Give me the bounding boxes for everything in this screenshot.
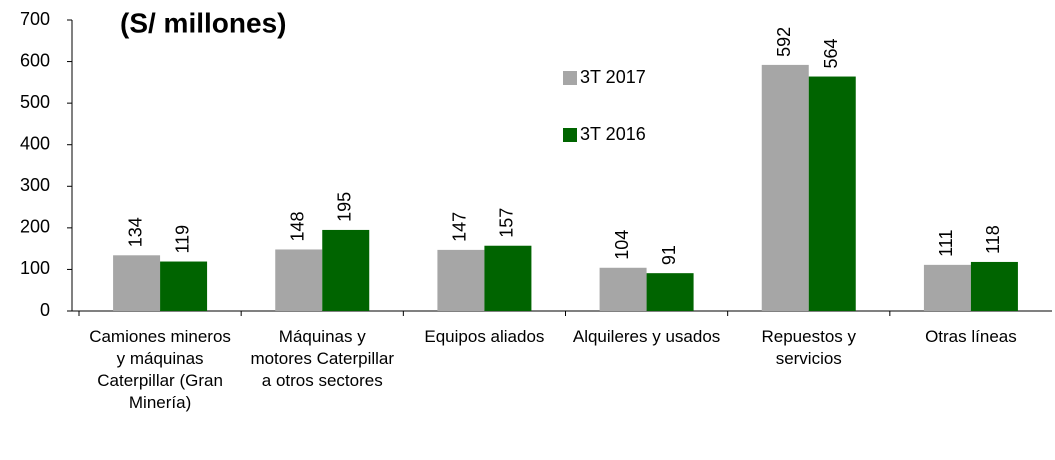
chart-title: (S/ millones)	[120, 7, 286, 38]
bar	[113, 255, 161, 311]
y-tick-label: 300	[20, 175, 50, 195]
bar	[646, 273, 694, 311]
bar	[160, 261, 208, 311]
value-label: 119	[172, 225, 192, 254]
legend-swatch	[563, 71, 577, 85]
value-label: 148	[288, 211, 308, 241]
y-tick-label: 100	[20, 258, 50, 278]
bar	[599, 267, 647, 311]
value-label: 195	[335, 192, 355, 222]
y-tick-label: 500	[20, 92, 50, 112]
legend-swatch	[563, 128, 577, 142]
bar	[923, 264, 971, 311]
value-label: 118	[983, 225, 1003, 254]
value-label: 91	[659, 245, 679, 265]
y-tick-label: 700	[20, 9, 50, 29]
value-label: 157	[497, 208, 517, 238]
value-label: 147	[450, 212, 470, 242]
value-label: 104	[612, 230, 632, 260]
x-tick-label: Equipos aliados	[424, 327, 545, 346]
bar	[322, 229, 370, 311]
value-label: 564	[821, 38, 841, 68]
x-tick-label: Repuestos y servicios	[761, 327, 857, 368]
bar	[484, 245, 532, 311]
bar	[275, 249, 323, 311]
bar	[437, 249, 485, 311]
x-tick-label: Máquinas y motores Caterpillar a otros s…	[250, 327, 395, 390]
y-tick-label: 0	[40, 300, 50, 320]
x-tick-label: Camiones mineros y máquinas Caterpillar …	[89, 327, 231, 412]
y-tick-label: 600	[20, 50, 50, 70]
y-tick-label: 400	[20, 133, 50, 153]
bar	[761, 64, 809, 311]
bar	[808, 76, 856, 311]
value-label: 592	[774, 27, 794, 57]
value-label: 111	[936, 229, 956, 256]
legend-label: 3T 2016	[580, 124, 646, 144]
x-tick-label: Alquileres y usados	[572, 327, 721, 346]
y-tick-label: 200	[20, 217, 50, 237]
x-tick-label: Otras líneas	[925, 327, 1017, 346]
legend-label: 3T 2017	[580, 67, 646, 87]
value-label: 134	[125, 217, 145, 247]
bar	[970, 261, 1018, 311]
